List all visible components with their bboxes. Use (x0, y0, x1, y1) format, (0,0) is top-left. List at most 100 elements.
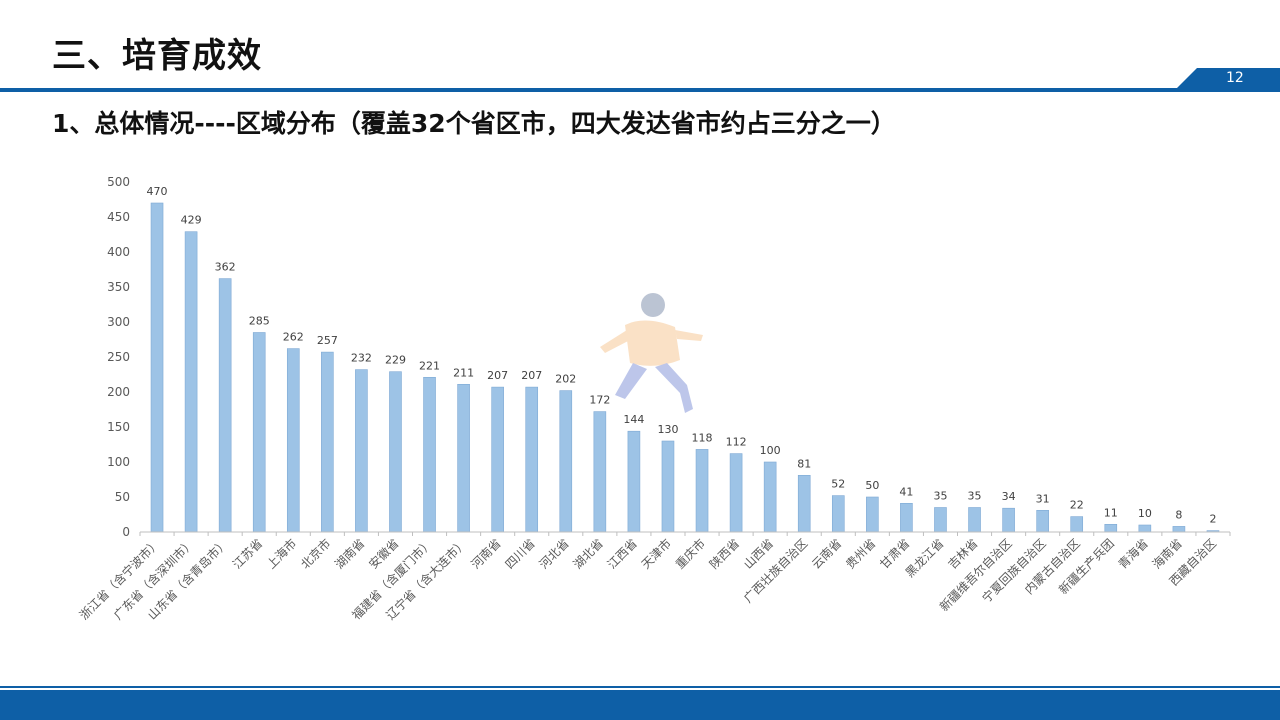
bar (968, 507, 981, 533)
y-tick-label: 300 (107, 315, 130, 329)
data-label: 31 (1036, 492, 1050, 505)
data-label: 207 (487, 369, 508, 382)
data-label: 221 (419, 359, 440, 372)
bar (525, 386, 539, 533)
x-category-label: 北京市 (297, 536, 333, 572)
x-category-label: 河北省 (537, 536, 572, 571)
data-label: 211 (453, 366, 474, 379)
x-category-label: 云南省 (808, 536, 844, 572)
footer-line (0, 686, 1280, 688)
data-label: 11 (1104, 506, 1118, 519)
data-label: 285 (249, 315, 270, 328)
x-category-label: 湖北省 (570, 536, 606, 572)
data-label: 41 (899, 485, 913, 498)
data-label: 8 (1175, 508, 1182, 521)
bar (1070, 516, 1084, 533)
bar (695, 449, 709, 533)
bar (831, 495, 845, 533)
data-label: 112 (726, 436, 747, 449)
bar (150, 202, 164, 533)
data-label: 232 (351, 352, 372, 365)
section-subtitle: 1、总体情况----区域分布（覆盖32个省区市，四大发达省市约占三分之一） (52, 109, 896, 138)
data-label: 2 (1209, 513, 1216, 526)
bar (763, 461, 777, 533)
x-category-label: 湖南省 (331, 536, 367, 572)
bar (1172, 526, 1186, 533)
data-label: 81 (797, 457, 811, 470)
x-category-label: 河南省 (468, 536, 504, 572)
running-figure-illustration (600, 293, 703, 413)
y-tick-label: 100 (107, 455, 130, 469)
bar (593, 411, 607, 533)
bar (866, 496, 879, 533)
bar (389, 371, 402, 533)
y-axis: 0 50 100 150 200 250 300 350 400 450 500 (107, 175, 130, 539)
bar (218, 278, 232, 533)
page-number: 12 (1226, 70, 1244, 86)
bar (661, 440, 675, 533)
x-category-label: 上海市 (263, 536, 299, 572)
data-label: 35 (968, 490, 982, 503)
bar (1104, 523, 1118, 533)
y-tick-label: 50 (115, 490, 130, 504)
data-label: 52 (831, 478, 845, 491)
y-tick-label: 450 (107, 210, 130, 224)
x-category-label: 江西省 (605, 536, 640, 571)
bar (627, 430, 641, 533)
data-label: 262 (283, 331, 304, 344)
bar (355, 369, 368, 533)
header-divider (0, 88, 1280, 92)
y-tick-label: 500 (107, 175, 130, 189)
bar (1002, 507, 1015, 533)
x-axis: 浙江省（含宁波市）广东省（含深圳市）山东省（含青岛市）江苏省上海市北京市湖南省安… (76, 531, 1231, 622)
page-number-tab (1175, 68, 1280, 90)
y-tick-label: 150 (107, 420, 130, 434)
y-tick-label: 400 (107, 245, 130, 259)
bar (729, 453, 743, 533)
data-label: 202 (555, 373, 576, 386)
y-tick-label: 250 (107, 350, 130, 364)
bar (184, 231, 198, 533)
x-category-label: 陕西省 (706, 536, 742, 572)
data-label: 470 (147, 185, 168, 198)
x-category-label: 黑龙江省 (903, 536, 947, 580)
data-label: 100 (760, 444, 781, 457)
page-title: 三、培育成效 (52, 36, 262, 76)
y-tick-label: 0 (122, 525, 130, 539)
data-label: 130 (657, 423, 678, 436)
y-tick-label: 200 (107, 385, 130, 399)
footer-bar (0, 690, 1280, 720)
x-category-label: 重庆市 (672, 536, 708, 572)
x-category-label: 四川省 (502, 536, 537, 571)
data-label: 34 (1002, 490, 1016, 503)
bar (934, 507, 947, 533)
bar (491, 386, 504, 533)
y-tick-label: 350 (107, 280, 130, 294)
data-label: 207 (521, 369, 542, 382)
data-label: 22 (1070, 499, 1084, 512)
data-label: 144 (623, 413, 644, 426)
bar (900, 502, 913, 533)
data-label: 229 (385, 354, 406, 367)
x-category-label: 天津市 (638, 536, 674, 572)
data-label: 118 (692, 431, 713, 444)
data-label: 172 (589, 394, 610, 407)
bar (286, 348, 300, 533)
bar (321, 351, 334, 533)
data-label: 362 (215, 261, 236, 274)
data-label: 257 (317, 334, 338, 347)
data-label: 50 (865, 479, 879, 492)
bar (252, 332, 266, 533)
bar (423, 376, 436, 533)
bar (1138, 524, 1152, 533)
bar (1036, 509, 1049, 533)
bar (559, 390, 573, 533)
x-category-label: 青海省 (1115, 536, 1151, 572)
data-label: 35 (933, 490, 947, 503)
x-category-label: 贵州省 (843, 536, 878, 571)
x-category-label: 江苏省 (230, 536, 265, 571)
bar (797, 474, 811, 533)
bar (457, 383, 470, 533)
